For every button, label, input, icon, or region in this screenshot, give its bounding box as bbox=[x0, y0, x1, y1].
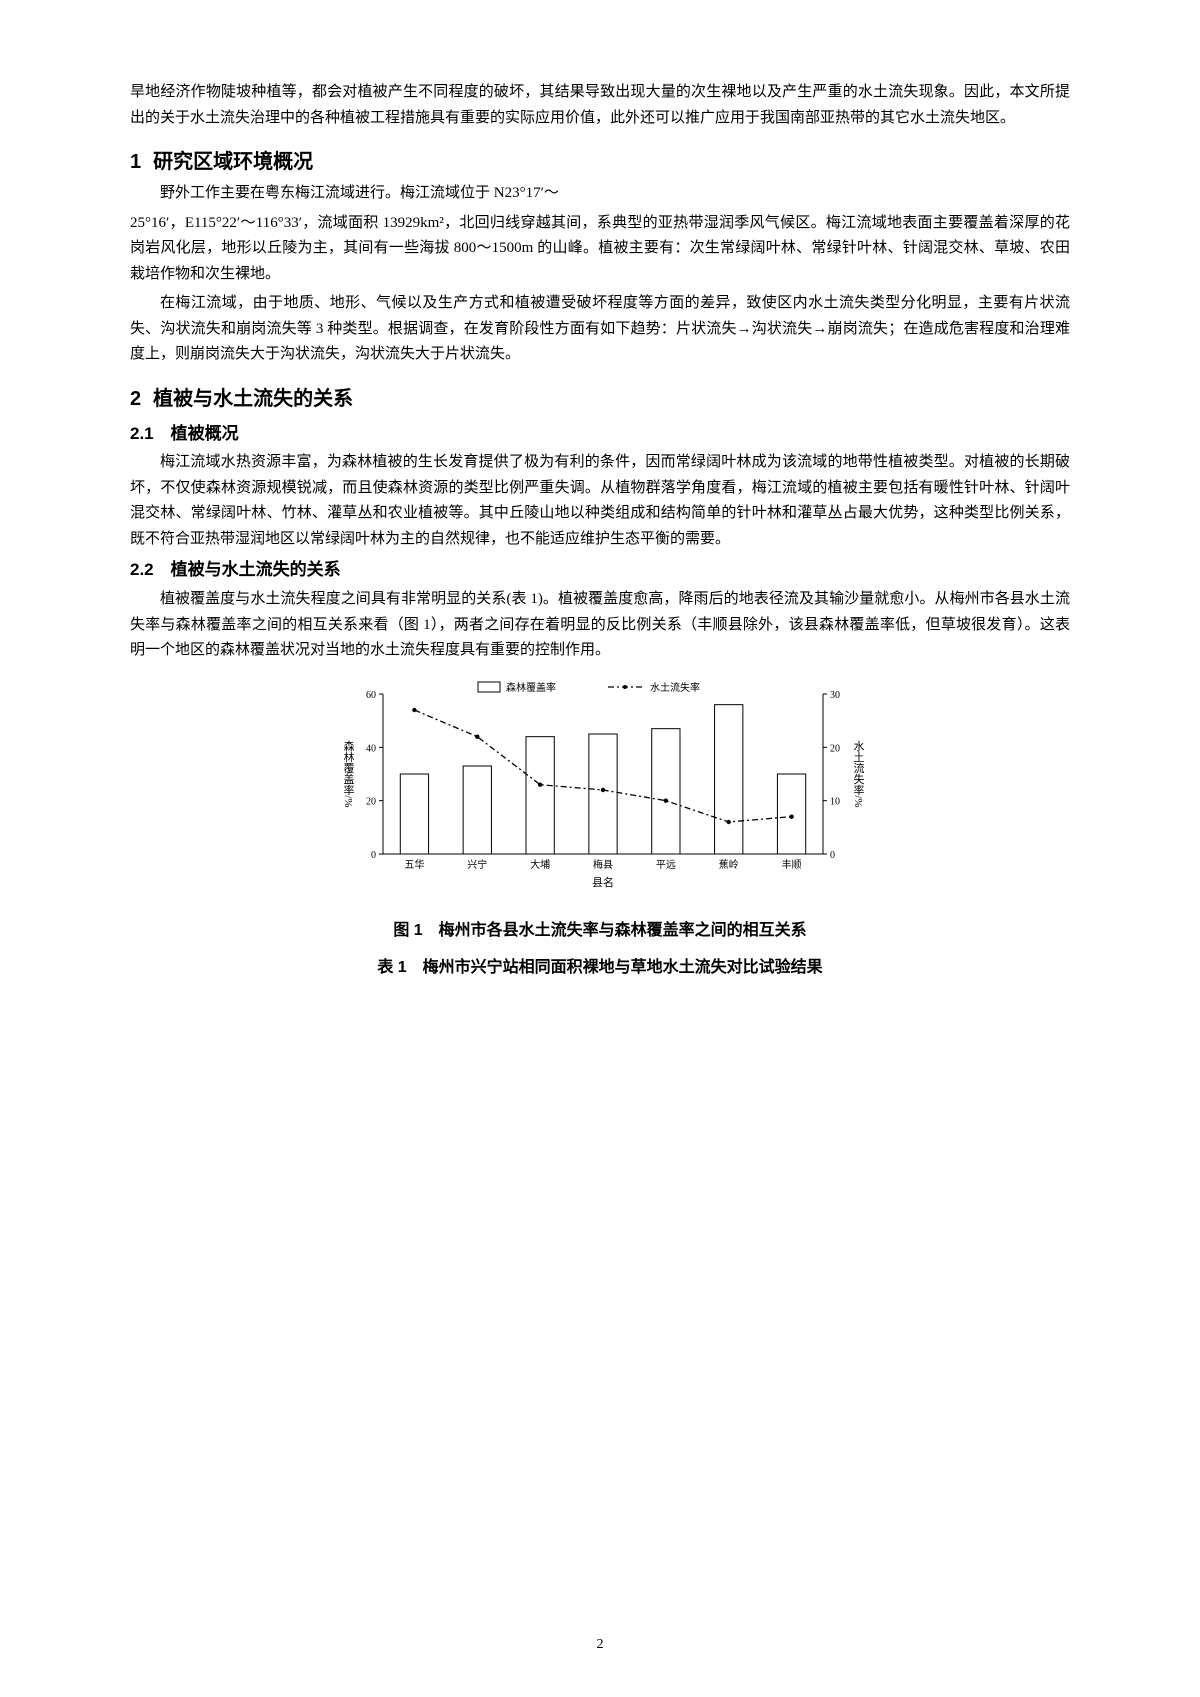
subsection-2-1-paragraph: 梅江流域水热资源丰富，为森林植被的生长发育提供了极为有利的条件，因而常绿阔叶林成… bbox=[130, 450, 1070, 552]
section-1-paragraph-1a: 野外工作主要在粤东梅江流域进行。梅江流域位于 N23°17′～ bbox=[130, 181, 1070, 207]
page-number: 2 bbox=[0, 1633, 1200, 1657]
svg-text:平远: 平远 bbox=[655, 859, 675, 871]
section-1-paragraph-2: 在梅江流域，由于地质、地形、气候以及生产方式和植被遭受破坏程度等方面的差异，致使… bbox=[130, 291, 1070, 368]
figure-1-chart: 0 20 40 60 0 10 20 30 五华 兴宁 大埔 梅县 平远 蕉岭 丰顺 森林覆盖率/% 水土流失率… bbox=[130, 674, 1070, 904]
svg-text:30: 30 bbox=[830, 690, 840, 701]
svg-text:蕉岭: 蕉岭 bbox=[718, 858, 738, 871]
svg-text:森林覆盖率/%: 森林覆盖率/% bbox=[342, 739, 355, 808]
svg-text:森林覆盖率: 森林覆盖率 bbox=[506, 681, 556, 694]
intro-paragraph: 旱地经济作物陡坡种植等，都会对植被产生不同程度的破坏，其结果导致出现大量的次生裸… bbox=[130, 80, 1070, 131]
section-1-number: 1 bbox=[130, 145, 141, 179]
svg-text:20: 20 bbox=[366, 796, 376, 807]
subsection-2-1-number: 2.1 bbox=[130, 424, 154, 443]
section-2-number: 2 bbox=[130, 382, 141, 416]
section-1-title: 研究区域环境概况 bbox=[153, 151, 313, 173]
svg-text:丰顺: 丰顺 bbox=[781, 858, 801, 871]
table-1-caption: 表 1 梅州市兴宁站相同面积裸地与草地水土流失对比试验结果 bbox=[130, 954, 1070, 981]
section-2-heading: 2 植被与水土流失的关系 bbox=[130, 382, 1070, 416]
svg-text:0: 0 bbox=[371, 850, 376, 861]
subsection-2-2-paragraph: 植被覆盖度与水土流失程度之间具有非常明显的关系(表 1)。植被覆盖度愈高，降雨后… bbox=[130, 587, 1070, 664]
subsection-2-2-title: 植被与水土流失的关系 bbox=[171, 560, 341, 579]
figure-1-caption: 图 1 梅州市各县水土流失率与森林覆盖率之间的相互关系 bbox=[130, 917, 1070, 944]
subsection-2-1-heading: 2.1 植被概况 bbox=[130, 420, 1070, 449]
svg-text:梅县: 梅县 bbox=[593, 858, 613, 871]
subsection-2-2-heading: 2.2 植被与水土流失的关系 bbox=[130, 556, 1070, 585]
section-2-title: 植被与水土流失的关系 bbox=[153, 388, 353, 410]
section-1-heading: 1 研究区域环境概况 bbox=[130, 145, 1070, 179]
svg-text:水土流失率: 水土流失率 bbox=[650, 681, 700, 694]
svg-text:20: 20 bbox=[830, 743, 840, 754]
subsection-2-2-number: 2.2 bbox=[130, 560, 154, 579]
svg-text:水土流失率/%: 水土流失率/% bbox=[852, 740, 865, 808]
chart-svg: 0 20 40 60 0 10 20 30 五华 兴宁 大埔 梅县 平远 蕉岭 丰顺 森林覆盖率/% 水土流失率… bbox=[328, 674, 873, 894]
svg-text:兴宁: 兴宁 bbox=[467, 858, 487, 871]
subsection-2-1-title: 植被概况 bbox=[171, 424, 239, 443]
svg-text:0: 0 bbox=[830, 850, 835, 861]
svg-text:10: 10 bbox=[830, 796, 840, 807]
svg-text:五华: 五华 bbox=[404, 858, 424, 871]
section-1-paragraph-1b: 25°16′，E115°22′～116°33′，流域面积 13929km²，北回… bbox=[130, 211, 1070, 288]
svg-text:60: 60 bbox=[366, 690, 376, 701]
svg-text:大埔: 大埔 bbox=[530, 858, 550, 871]
svg-text:县名: 县名 bbox=[592, 875, 614, 889]
svg-text:40: 40 bbox=[366, 743, 376, 754]
